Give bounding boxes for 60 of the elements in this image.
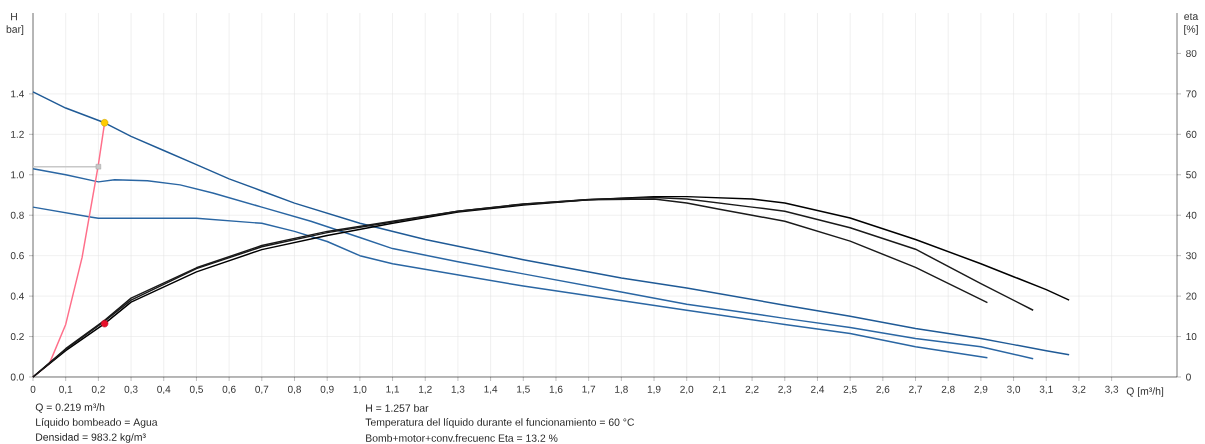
y2-tick-label: 80 [1186, 49, 1197, 57]
y2-tick-label: 70 [1186, 90, 1197, 98]
text: Densidad = 983.2 kg/m³ [36, 433, 146, 443]
x-tick-label: 0,4 [157, 385, 171, 394]
x-tick-label: 3,0 [1007, 385, 1021, 394]
x-tick-label: 0,1 [59, 385, 73, 394]
text: Q = 0.219 m³/h [35, 403, 105, 413]
y-axis-title: H bar] [6, 13, 24, 35]
x-tick-label: 1,6 [549, 385, 563, 394]
x-tick-label: 0,7 [255, 385, 269, 394]
x-tick-label: 3,2 [1072, 385, 1086, 394]
y-tick-label: 1.4 [11, 90, 25, 98]
x-tick-label: 1,8 [615, 385, 628, 394]
x-tick-label: 0,8 [287, 385, 302, 394]
x-tick-label: 2,8 [941, 385, 955, 394]
x-tick-label: 1,2 [419, 385, 432, 394]
x-tick-label: 0,5 [189, 385, 203, 394]
x-tick-label: 1,3 [451, 385, 465, 394]
x-tick-label: 2,1 [712, 385, 726, 394]
x-tick-label: 1,7 [582, 385, 596, 394]
x-tick-label: 2,6 [876, 385, 890, 394]
x-tick-label: 1,1 [386, 385, 400, 394]
y2-tick-label: 40 [1185, 211, 1197, 219]
y-tick-label: 1.0 [11, 171, 24, 179]
x-tick-label: 0,2 [91, 385, 105, 394]
text: Temperatura del líquido durante el funcionamiento = 60 °C [365, 418, 635, 428]
y-tick-label: 0.4 [10, 292, 25, 300]
y-tick-label: 0.0 [10, 373, 24, 381]
y2-tick-label: 50 [1186, 171, 1197, 179]
x-tick-label: 2,4 [811, 385, 825, 394]
x-tick-label: 0,6 [222, 385, 236, 394]
text: H = 1.257 bar [366, 404, 429, 412]
y2-tick-label: 30 [1186, 252, 1197, 260]
x-tick-label: 2,9 [974, 385, 988, 394]
x-tick-label: 1,9 [647, 385, 661, 394]
text: Bomb+motor+conv.frecuenc Eta = 13.2 % [366, 434, 558, 442]
y-tick-label: 0.6 [10, 252, 24, 260]
x-tick-label: 1,4 [484, 385, 498, 394]
y2-tick-label: 0 [1186, 373, 1191, 381]
y-tick-label: 1.2 [11, 130, 24, 138]
x-tick-label: 2,0 [680, 385, 694, 394]
x-axis-title: Q [m³/h] [1126, 387, 1164, 397]
y-tick-label: 0.8 [10, 211, 24, 219]
x-tick-label: 3,3 [1105, 385, 1119, 394]
x-tick-label: 1,5 [517, 385, 530, 394]
x-tick-label: 0 [30, 385, 36, 393]
y-tick-label: 0.2 [10, 333, 24, 341]
text: Líquido bombeado = Agua [36, 418, 158, 428]
y2-tick-label: 60 [1186, 130, 1197, 138]
y2-tick-label: 10 [1186, 333, 1197, 341]
x-tick-label: 2,7 [909, 385, 922, 394]
x-tick-label: 2,2 [745, 385, 759, 394]
x-tick-label: 2,5 [843, 385, 857, 394]
x-tick-label: 2,3 [778, 385, 792, 394]
x-tick-label: 0,3 [124, 385, 138, 394]
x-tick-label: 3,1 [1039, 385, 1053, 394]
y2-axis-title: eta [%] [1184, 13, 1199, 35]
x-tick-label: 1,0 [353, 385, 367, 394]
x-tick-label: 0,9 [320, 385, 334, 394]
y2-tick-label: 20 [1186, 292, 1197, 300]
